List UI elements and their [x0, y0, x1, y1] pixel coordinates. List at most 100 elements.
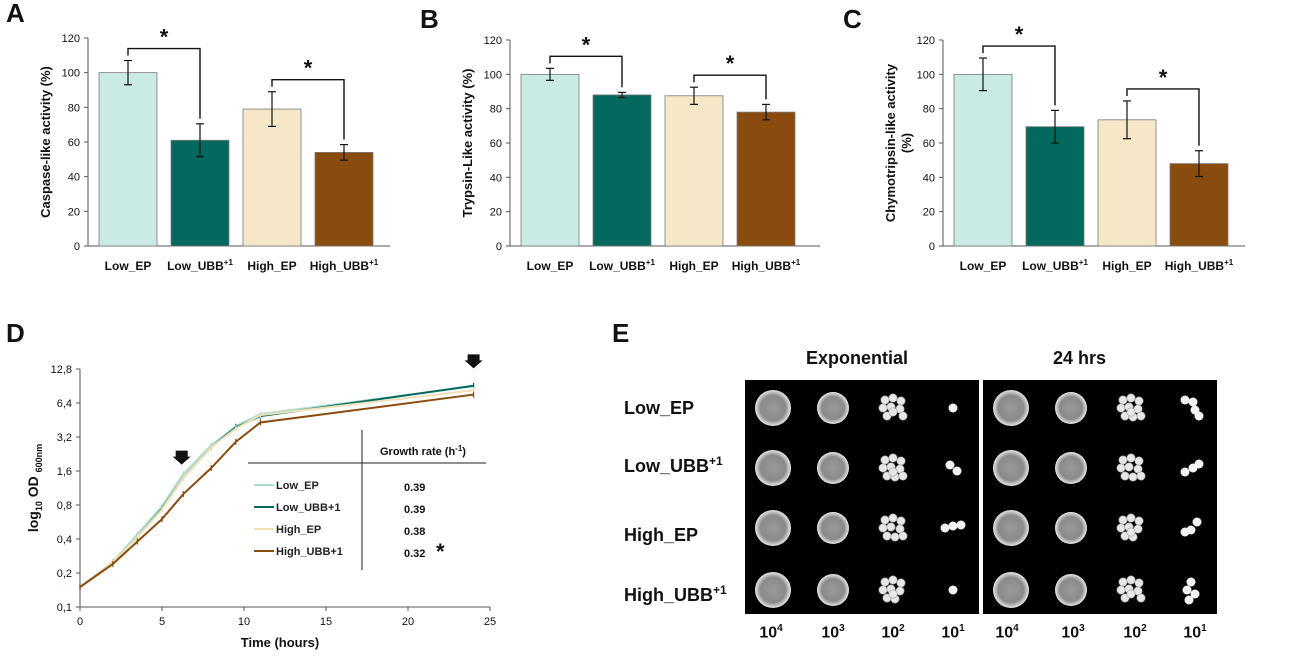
y-tick-label: 0,1 — [57, 602, 72, 614]
yeast-colony — [888, 513, 898, 523]
growth-rate-value: 0.38 — [404, 526, 425, 538]
yeast-spot — [993, 510, 1029, 546]
y-tick-label: 1,6 — [57, 466, 72, 478]
yeast-spot — [817, 452, 849, 484]
y-tick-label: 60 — [490, 138, 502, 150]
y-tick-label: 0 — [929, 241, 935, 253]
y-tick-label: 0 — [74, 241, 80, 253]
yeast-colony — [1118, 515, 1128, 525]
caspase-activity-chart: 0 20 40 60 80 100 120 Caspase-like activity (%)… — [38, 25, 390, 273]
y-tick-label: 60 — [68, 137, 80, 149]
dilution-label: 104 — [759, 623, 783, 642]
arrow-marker — [172, 450, 191, 465]
significance-star: * — [304, 56, 313, 81]
yeast-colony — [1180, 395, 1190, 405]
y-tick-label: 6,4 — [57, 398, 72, 410]
yeast-spot — [817, 574, 849, 606]
bar — [242, 108, 302, 247]
y-tick-label: 100 — [917, 69, 935, 81]
legend-label: Low_UBB+1 — [276, 502, 341, 514]
y-tick-label: 0,2 — [57, 568, 72, 580]
yeast-spot — [755, 450, 791, 486]
bar — [520, 73, 580, 247]
y-tick-label: 3,2 — [57, 432, 72, 444]
panel-letter-c: C — [843, 4, 862, 34]
yeast-colony — [896, 396, 906, 406]
yeast-spot — [817, 512, 849, 544]
panel-letter-d: D — [6, 318, 25, 348]
dilution-label: 104 — [995, 623, 1019, 642]
y-tick-label: 120 — [917, 35, 935, 47]
24hrs-title: 24 hrs — [1053, 348, 1107, 368]
category-label: High_UBB+1 — [1165, 258, 1234, 273]
yeast-colony — [1190, 589, 1200, 599]
yeast-colony — [948, 403, 958, 413]
dilution-label: 102 — [1123, 623, 1147, 642]
chymotrypsin-activity-chart: 0 20 40 60 80 100 120 Chymotripsin-like activit… — [883, 22, 1245, 273]
yeast-colony — [1126, 453, 1136, 463]
bar — [1097, 119, 1157, 247]
bar — [170, 139, 230, 247]
yeast-colony — [1136, 593, 1146, 603]
significance-bracket — [1126, 88, 1200, 146]
growth-rate-header: Growth rate (h-1) — [380, 444, 466, 458]
yeast-colony — [896, 516, 906, 526]
growth-rate-value: 0.32 — [404, 548, 425, 560]
yeast-spot — [755, 572, 791, 608]
yeast-colony — [956, 520, 966, 530]
x-tick-label: 0 — [77, 616, 83, 628]
category-label: Low_UBB+1 — [589, 258, 655, 273]
yeast-colony — [888, 393, 898, 403]
yeast-colony — [888, 575, 898, 585]
legend-label: High_EP — [276, 524, 321, 536]
x-tick-label: 25 — [484, 616, 496, 628]
y-tick-label: 0 — [496, 241, 502, 253]
yeast-colony — [1120, 471, 1130, 481]
yeast-colony — [945, 460, 955, 470]
significance-bracket — [127, 47, 201, 119]
x-tick-label: 15 — [320, 616, 332, 628]
yeast-colony — [896, 578, 906, 588]
category-label: High_UBB+1 — [732, 258, 801, 273]
y-axis-title: (%) — [899, 133, 914, 153]
yeast-colony — [880, 515, 890, 525]
category-label: High_UBB+1 — [310, 258, 379, 273]
spot-assay-panel: Exponential 24 hrs Low_EP Low_UBB+1 High… — [610, 338, 1290, 653]
y-axis-title: Chymotripsin-like activity — [883, 63, 898, 222]
y-tick-label: 20 — [68, 206, 80, 218]
category-label: Low_EP — [527, 259, 574, 273]
panel-letter-b: B — [420, 4, 439, 34]
yeast-colony — [1134, 396, 1144, 406]
category-label: Low_EP — [960, 259, 1007, 273]
row-label-high-ep: High_EP — [624, 525, 699, 545]
exponential-title: Exponential — [806, 348, 909, 368]
y-tick-label: 120 — [484, 35, 502, 47]
exponential-plate — [745, 380, 979, 614]
y-axis-title: Caspase-like activity (%) — [38, 66, 53, 218]
yeast-spot — [993, 390, 1029, 426]
bar — [736, 111, 796, 247]
yeast-colony — [1126, 393, 1136, 403]
yeast-colony — [1188, 397, 1198, 407]
y-axis-title: log10 OD 600nm — [25, 444, 44, 532]
yeast-colony — [898, 471, 908, 481]
yeast-colony — [1134, 456, 1144, 466]
bar — [1025, 126, 1085, 247]
yeast-colony — [1194, 411, 1204, 421]
yeast-colony — [1194, 459, 1204, 469]
dilution-label: 103 — [821, 623, 845, 642]
dilution-label: 102 — [881, 623, 905, 642]
y-tick-label: 0,4 — [57, 534, 72, 546]
category-label: High_EP — [1102, 259, 1151, 273]
bar — [592, 94, 652, 247]
significance-bracket — [693, 74, 767, 100]
y-tick-label: 40 — [68, 172, 80, 184]
yeast-colony — [1186, 525, 1196, 535]
significance-star: * — [1015, 22, 1024, 47]
x-tick-label: 10 — [238, 616, 250, 628]
bar — [314, 151, 374, 247]
y-axis-title: Trypsin-Like activity (%) — [460, 69, 475, 218]
yeast-colony — [948, 521, 958, 531]
yeast-colony — [1126, 589, 1136, 599]
yeast-colony — [896, 456, 906, 466]
